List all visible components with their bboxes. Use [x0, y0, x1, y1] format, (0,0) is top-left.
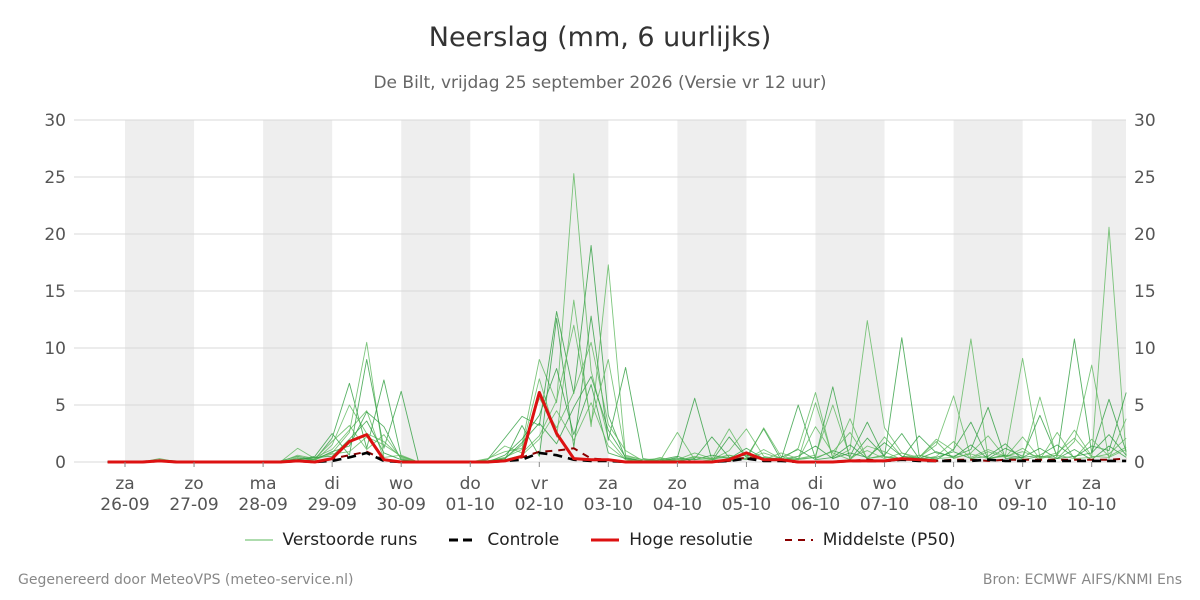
x-tick-day: wo: [389, 474, 413, 494]
chart-subtitle: De Bilt, vrijdag 25 september 2026 (Vers…: [373, 73, 827, 93]
legend-item-control: Controle: [449, 530, 559, 550]
x-tick-date: 09-10: [998, 495, 1047, 515]
x-tick-date: 26-09: [100, 495, 149, 515]
main-lines: [107, 391, 1127, 464]
hres-series-line: [107, 391, 937, 464]
legend-label-median: Middelste (P50): [822, 530, 956, 550]
y-tick-label-left: 5: [55, 396, 66, 416]
x-tick-date: 07-10: [860, 495, 909, 515]
x-tick-day: za: [115, 474, 134, 494]
x-axis-ticks: za26-09zo27-09ma28-09di29-09wo30-09do01-…: [100, 462, 1116, 515]
legend-swatch-ensemble: [244, 539, 273, 541]
x-tick-date: 29-09: [307, 495, 356, 515]
legend-swatch-hres: [591, 538, 620, 542]
legend-swatch-median: [784, 539, 813, 541]
x-tick-day: zo: [184, 474, 203, 494]
x-tick-day: do: [943, 474, 964, 494]
y-tick-label-left: 20: [44, 225, 66, 245]
x-tick-date: 02-10: [515, 495, 564, 515]
x-tick-day: vr: [1014, 474, 1031, 494]
x-tick-date: 28-09: [238, 495, 287, 515]
x-tick-date: 27-09: [169, 495, 218, 515]
y-tick-label-left: 10: [44, 339, 66, 359]
chart-title: Neerslag (mm, 6 uurlijks): [428, 22, 772, 53]
y-tick-label-left: 25: [44, 168, 66, 188]
y-axis-ticks: 0 0 5 5 10 10 15 15 20 20 25 25 30 30: [44, 111, 1155, 473]
x-tick-date: 04-10: [653, 495, 702, 515]
y-tick-label-right: 20: [1134, 225, 1156, 245]
x-tick-date: 05-10: [722, 495, 771, 515]
legend-swatch-control: [449, 538, 478, 542]
x-tick-day: za: [599, 474, 618, 494]
y-tick-label-right: 0: [1134, 453, 1145, 473]
y-tick-label-left: 30: [44, 111, 66, 131]
legend-item-median: Middelste (P50): [784, 530, 956, 550]
x-tick-day: wo: [872, 474, 896, 494]
legend-item-ensemble: Verstoorde runs: [244, 530, 418, 550]
x-tick-day: ma: [250, 474, 277, 494]
legend-label-control: Controle: [487, 530, 560, 550]
y-tick-label-right: 25: [1134, 168, 1156, 188]
x-tick-day: di: [808, 474, 824, 494]
x-tick-date: 03-10: [584, 495, 633, 515]
x-tick-day: di: [324, 474, 340, 494]
legend-label-ensemble: Verstoorde runs: [282, 530, 418, 550]
footer-source: Bron: ECMWF AIFS/KNMI Ens: [982, 572, 1182, 588]
x-tick-day: za: [1082, 474, 1101, 494]
y-tick-label-right: 5: [1134, 396, 1145, 416]
legend: Verstoorde runs Controle Hoge resolutie …: [0, 530, 1200, 550]
x-tick-date: 08-10: [929, 495, 978, 515]
x-tick-day: zo: [668, 474, 687, 494]
y-tick-label-right: 15: [1134, 282, 1156, 302]
x-tick-date: 06-10: [791, 495, 840, 515]
x-tick-day: ma: [733, 474, 760, 494]
x-tick-date: 30-09: [376, 495, 425, 515]
legend-item-hres: Hoge resolutie: [591, 530, 753, 550]
x-tick-date: 10-10: [1067, 495, 1116, 515]
y-tick-label-left: 15: [44, 282, 66, 302]
legend-label-hres: Hoge resolutie: [629, 530, 753, 550]
x-tick-day: vr: [531, 474, 548, 494]
y-tick-label-right: 10: [1134, 339, 1156, 359]
y-tick-label-left: 0: [55, 453, 66, 473]
footer-generator: Gegenereerd door MeteoVPS (meteo-service…: [18, 572, 354, 588]
y-tick-label-right: 30: [1134, 111, 1156, 131]
x-tick-day: do: [460, 474, 481, 494]
x-tick-date: 01-10: [446, 495, 495, 515]
